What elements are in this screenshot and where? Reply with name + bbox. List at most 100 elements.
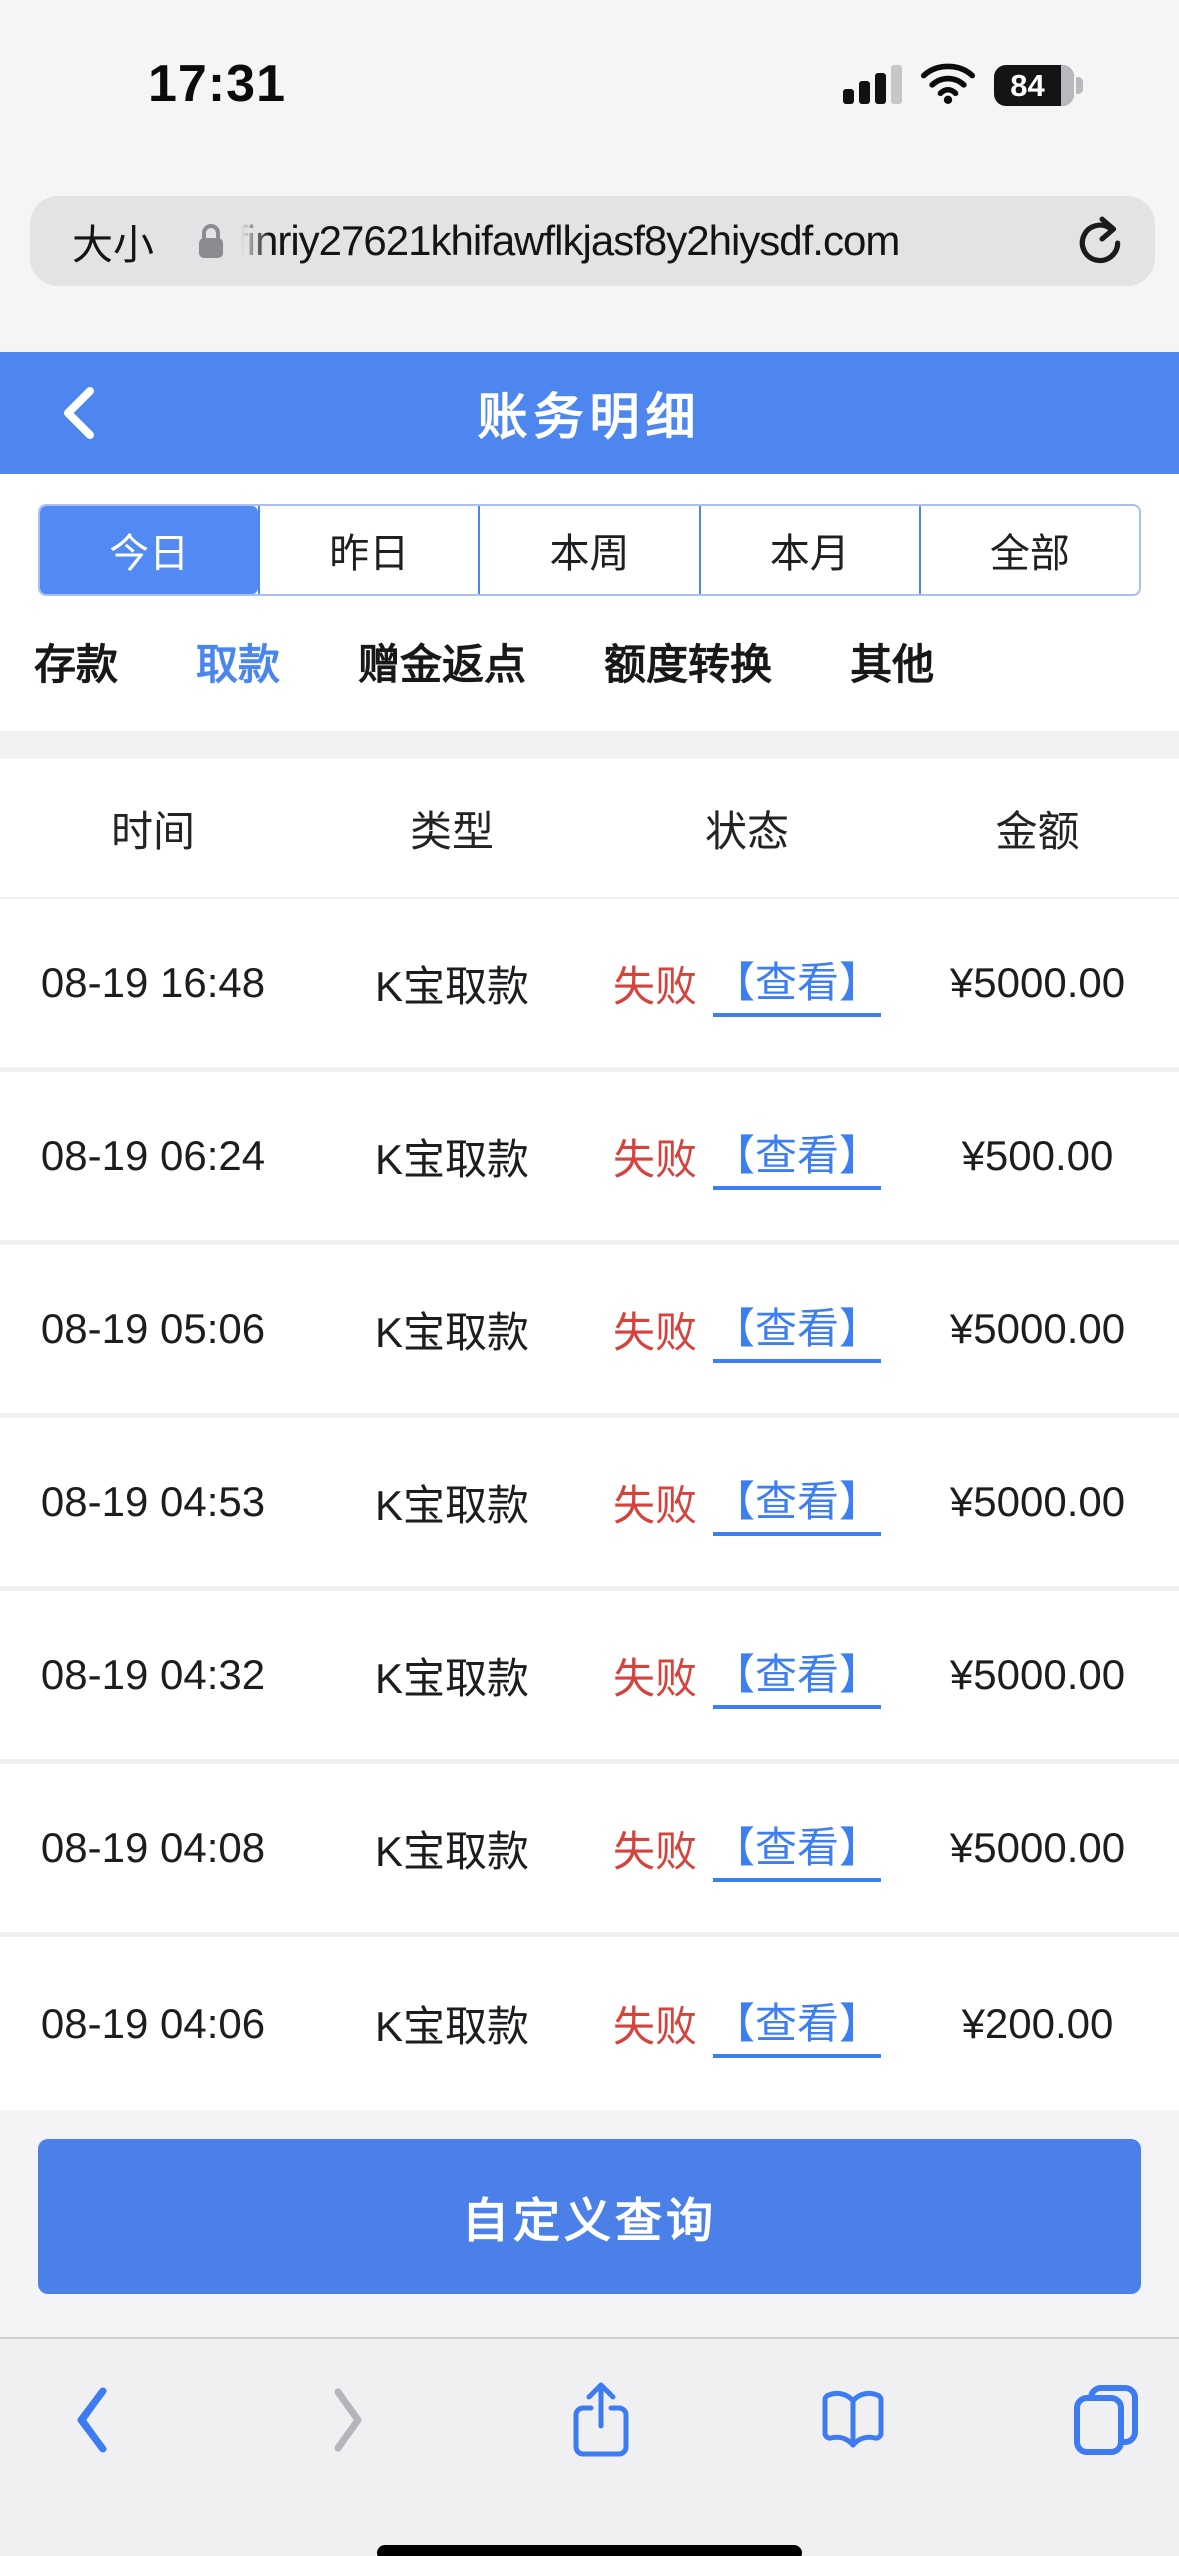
cell-time: 08-19 16:48 — [40, 959, 266, 1006]
view-details-link[interactable]: 【查看】 — [713, 1814, 882, 1882]
back-chevron-icon[interactable] — [52, 383, 112, 443]
cell-status: 失败 【查看】 — [598, 1418, 896, 1586]
cell-status: 失败 【查看】 — [598, 1072, 896, 1240]
col-amount: 金额 — [995, 807, 1080, 855]
table-row: 08-19 06:24 K宝取款 失败 【查看】 ¥500.00 — [0, 1072, 1179, 1245]
battery-percentage: 84 — [1010, 67, 1045, 103]
view-details-link[interactable]: 【查看】 — [713, 949, 882, 1017]
custom-query-button[interactable]: 自定义查询 — [38, 2139, 1141, 2294]
lock-icon — [196, 222, 226, 265]
tab-switcher-button[interactable] — [1061, 2375, 1151, 2465]
cell-amount: ¥200.00 — [961, 1999, 1114, 2047]
cell-time: 08-19 06:24 — [40, 1132, 266, 1179]
browser-back-button[interactable] — [47, 2375, 137, 2465]
table-row: 08-19 04:06 K宝取款 失败 【查看】 ¥200.00 — [0, 1937, 1179, 2110]
filter-bonus-rebate[interactable]: 赠金返点 — [358, 640, 527, 688]
tab-yesterday[interactable]: 昨日 — [258, 506, 478, 594]
col-status: 状态 — [704, 807, 789, 855]
share-button[interactable] — [556, 2375, 646, 2465]
view-details-link[interactable]: 【查看】 — [713, 1641, 882, 1709]
battery-nub — [1076, 77, 1083, 94]
filter-withdrawal[interactable]: 取款 — [196, 640, 281, 688]
filters-section: 今日 昨日 本周 本月 全部 存款 取款 赠金返点 额度转换 其他 — [0, 474, 1179, 731]
url-fade-overlay — [236, 204, 270, 278]
cell-type: K宝取款 — [374, 1308, 529, 1356]
cell-amount: ¥5000.00 — [949, 959, 1126, 1006]
status-bar: 17:31 84 — [0, 0, 1179, 170]
status-failed-text: 失败 — [612, 2003, 697, 2050]
page-title: 账务明细 — [477, 389, 702, 445]
status-failed-text: 失败 — [612, 962, 697, 1010]
cell-type: K宝取款 — [374, 962, 529, 1010]
url-text[interactable]: finriy27621khifawflkjasf8y2hiysdf.com — [236, 217, 900, 264]
footer-section: 自定义查询 — [0, 2110, 1179, 2337]
cell-type: K宝取款 — [374, 1827, 529, 1875]
tab-all[interactable]: 全部 — [918, 506, 1139, 594]
view-details-link[interactable]: 【查看】 — [713, 1990, 882, 2058]
forward-chevron-icon — [334, 2388, 362, 2452]
back-chevron-icon — [77, 2387, 107, 2453]
cell-type: K宝取款 — [374, 2003, 529, 2050]
tab-this-week[interactable]: 本周 — [478, 506, 698, 594]
table-row: 08-19 05:06 K宝取款 失败 【查看】 ¥5000.00 — [0, 1245, 1179, 1418]
col-type: 类型 — [409, 807, 494, 855]
text-size-button[interactable]: 大小 — [72, 222, 154, 268]
cell-status: 失败 【查看】 — [598, 899, 896, 1067]
cell-type: K宝取款 — [374, 1135, 529, 1183]
table-row: 08-19 04:32 K宝取款 失败 【查看】 ¥5000.00 — [0, 1591, 1179, 1764]
cell-status: 失败 【查看】 — [598, 1764, 896, 1932]
table-header: 时间 类型 状态 金额 — [0, 759, 1179, 899]
view-details-link[interactable]: 【查看】 — [713, 1295, 882, 1363]
clock: 17:31 — [148, 55, 286, 113]
browser-forward-button[interactable] — [303, 2375, 393, 2465]
status-failed-text: 失败 — [612, 1481, 697, 1529]
cell-type: K宝取款 — [374, 1481, 529, 1529]
date-range-tabs: 今日 昨日 本周 本月 全部 — [38, 504, 1141, 596]
tabs-icon — [1074, 2385, 1138, 2455]
share-icon — [573, 2382, 629, 2457]
filter-deposit[interactable]: 存款 — [34, 640, 119, 688]
page-header: 账务明细 — [0, 352, 1179, 474]
tab-this-month[interactable]: 本月 — [698, 506, 919, 594]
table-row: 08-19 04:08 K宝取款 失败 【查看】 ¥5000.00 — [0, 1764, 1179, 1937]
cell-time: 08-19 04:53 — [40, 1478, 266, 1525]
cell-amount: ¥500.00 — [961, 1132, 1114, 1179]
cell-time: 08-19 04:32 — [40, 1651, 266, 1698]
browser-url-row: 大小 finriy27621khifawflkjasf8y2hiysdf.com — [0, 196, 1179, 352]
filter-quota-transfer[interactable]: 额度转换 — [604, 640, 773, 688]
cell-time: 08-19 04:06 — [40, 1999, 266, 2047]
cellular-signal-icon — [843, 64, 905, 104]
table-row: 08-19 16:48 K宝取款 失败 【查看】 ¥5000.00 — [0, 899, 1179, 1072]
cell-amount: ¥5000.00 — [949, 1651, 1126, 1698]
cell-status: 失败 【查看】 — [598, 1937, 896, 2110]
status-failed-text: 失败 — [612, 1308, 697, 1356]
cell-status: 失败 【查看】 — [598, 1591, 896, 1759]
battery-empty-segment — [1061, 65, 1074, 106]
cell-time: 08-19 04:08 — [40, 1824, 266, 1871]
view-details-link[interactable]: 【查看】 — [713, 1122, 882, 1190]
cell-time: 08-19 05:06 — [40, 1305, 266, 1352]
status-failed-text: 失败 — [612, 1827, 697, 1875]
section-divider — [0, 731, 1179, 759]
cell-amount: ¥5000.00 — [949, 1824, 1126, 1871]
cell-amount: ¥5000.00 — [949, 1305, 1126, 1352]
col-time: 时间 — [110, 807, 195, 855]
transactions-table: 时间 类型 状态 金额 08-19 16:48 K宝取款 失败 【查看】 ¥50… — [0, 759, 1179, 2110]
bookmarks-button[interactable] — [808, 2375, 898, 2465]
table-row: 08-19 04:53 K宝取款 失败 【查看】 ¥5000.00 — [0, 1418, 1179, 1591]
status-failed-text: 失败 — [612, 1654, 697, 1702]
view-details-link[interactable]: 【查看】 — [713, 1468, 882, 1536]
cell-type: K宝取款 — [374, 1654, 529, 1702]
wifi-icon — [920, 62, 976, 109]
cell-amount: ¥5000.00 — [949, 1478, 1126, 1525]
cell-status: 失败 【查看】 — [598, 1245, 896, 1413]
transaction-type-filters: 存款 取款 赠金返点 额度转换 其他 — [0, 596, 1179, 726]
address-bar[interactable]: 大小 finriy27621khifawflkjasf8y2hiysdf.com — [30, 196, 1155, 286]
filter-other[interactable]: 其他 — [850, 640, 935, 688]
home-indicator[interactable] — [377, 2545, 802, 2556]
tab-today[interactable]: 今日 — [40, 506, 259, 594]
battery-icon: 84 — [994, 65, 1083, 106]
book-icon — [822, 2390, 884, 2448]
reload-icon[interactable] — [1075, 215, 1125, 272]
